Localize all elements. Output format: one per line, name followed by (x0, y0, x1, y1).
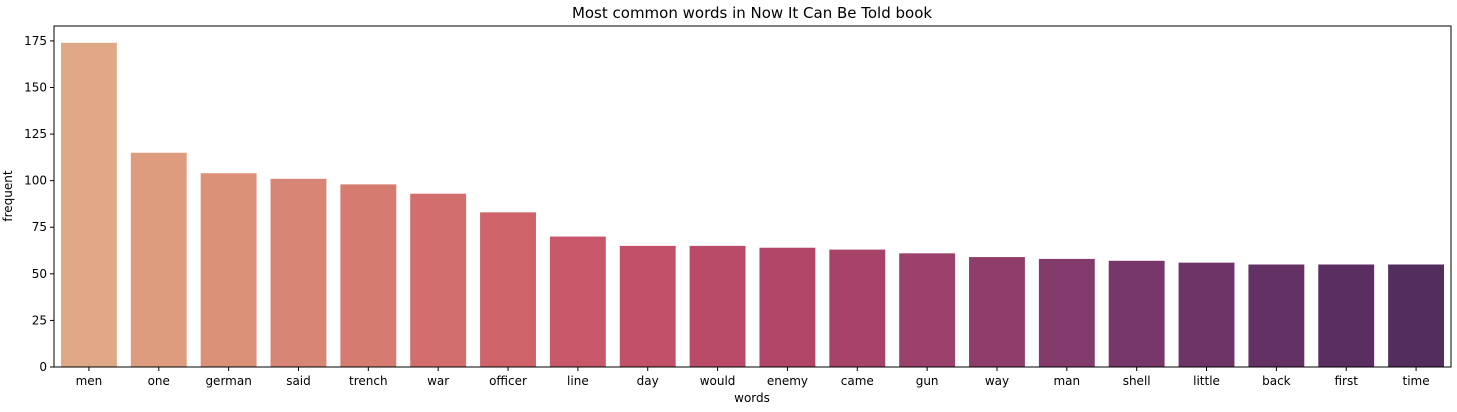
bar-one (130, 152, 187, 367)
x-tick-label: officer (489, 374, 527, 388)
x-tick-label: little (1193, 374, 1220, 388)
x-tick-label: line (567, 374, 589, 388)
x-tick-label: said (286, 374, 311, 388)
bar-man (1038, 258, 1095, 367)
x-tick-label: shell (1123, 374, 1151, 388)
x-axis: men one german said trench war officer line day w… (76, 367, 1430, 388)
bar-gun (899, 253, 956, 367)
x-tick-label: back (1262, 374, 1291, 388)
x-tick-label: way (985, 374, 1009, 388)
y-axis-label: frequent (1, 170, 15, 221)
x-tick-label: would (700, 374, 736, 388)
plot-frame (53, 25, 1452, 368)
bar-enemy (759, 247, 816, 367)
x-tick-label: came (841, 374, 874, 388)
bar-time (1388, 264, 1445, 367)
bar-would (689, 245, 746, 367)
y-tick-label: 25 (32, 313, 47, 327)
bar-men (60, 42, 117, 368)
bar-day (619, 245, 676, 367)
x-tick-label: enemy (767, 374, 808, 388)
bars-layer (60, 42, 1445, 368)
y-tick-label: 175 (24, 34, 47, 48)
x-tick-label: trench (349, 374, 388, 388)
x-tick-label: time (1403, 374, 1430, 388)
x-tick-label: war (427, 374, 449, 388)
x-tick-label: man (1053, 374, 1080, 388)
x-tick-label: day (637, 374, 659, 388)
x-tick-label: one (148, 374, 170, 388)
chart-title: Most common words in Now It Can Be Told … (572, 4, 932, 22)
bar-trench (340, 184, 397, 367)
x-tick-label: gun (916, 374, 939, 388)
bar-came (829, 249, 886, 367)
bar-first (1318, 264, 1375, 367)
x-tick-label: german (205, 374, 251, 388)
y-tick-label: 50 (32, 267, 47, 281)
x-tick-label: men (76, 374, 103, 388)
bar-officer (480, 212, 536, 367)
y-axis: 0 25 50 75 100 125 150 175 (24, 34, 54, 374)
bar-way (969, 257, 1025, 367)
bar-shell (1108, 260, 1165, 367)
x-axis-label: words (734, 391, 770, 405)
y-tick-label: 100 (24, 174, 47, 188)
y-tick-label: 125 (24, 127, 47, 141)
y-tick-label: 0 (39, 360, 47, 374)
bar-little (1178, 262, 1235, 367)
bar-line (549, 236, 606, 367)
bar-said (270, 178, 327, 367)
bar-back (1248, 264, 1305, 367)
x-tick-label: first (1334, 374, 1358, 388)
bar-german (200, 173, 257, 367)
bar-war (410, 193, 467, 367)
y-tick-label: 150 (24, 80, 47, 94)
y-tick-label: 75 (32, 220, 47, 234)
